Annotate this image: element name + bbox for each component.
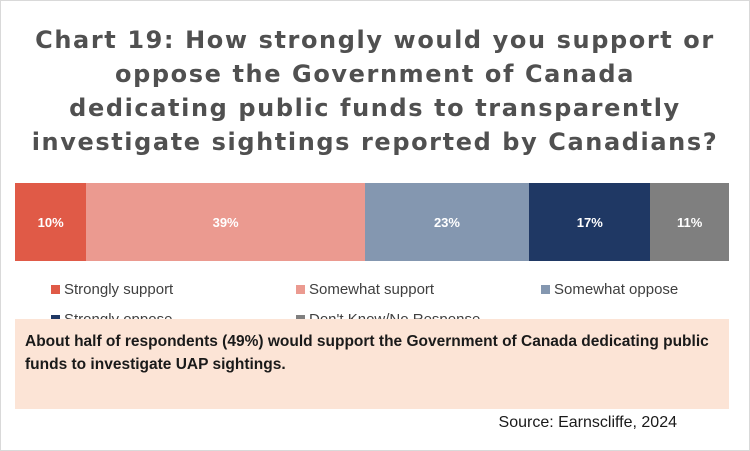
data-label: 23% (433, 214, 460, 230)
data-label: 17% (576, 214, 603, 230)
bar-segment: 39% (86, 183, 365, 261)
stacked-bar: 10% 39% 23% 17% 11% (15, 183, 729, 261)
title-line: Chart 19: How strongly would you support… (35, 26, 715, 54)
legend-label: Somewhat oppose (554, 281, 679, 298)
legend-swatch (296, 285, 305, 294)
legend-item: Somewhat oppose (541, 281, 678, 298)
bar-segment: 23% (364, 183, 530, 261)
bar-segment: 17% (529, 183, 651, 261)
legend-swatch (51, 285, 60, 294)
chart-title: Chart 19: How strongly would you support… (1, 23, 749, 159)
data-label: 39% (212, 214, 239, 230)
bar-segment: 11% (650, 183, 729, 261)
data-label: 11% (677, 214, 703, 230)
source-text: Source: Earnscliffe, 2024 (498, 414, 677, 431)
data-label: 10% (37, 214, 64, 230)
legend-label: Strongly support (64, 281, 174, 298)
bar-segment: 10% (15, 183, 87, 261)
key-finding-note: About half of respondents (49%) would su… (15, 319, 729, 409)
legend-item: Somewhat support (296, 281, 434, 298)
title-line: investigate sightings reported by Canadi… (31, 128, 719, 156)
legend-label: Somewhat support (309, 281, 435, 298)
title-line: oppose the Government of Canada (114, 60, 636, 88)
legend-item: Strongly support (51, 281, 173, 298)
legend-swatch (541, 285, 550, 294)
title-line: dedicating public funds to transparently (69, 94, 681, 122)
